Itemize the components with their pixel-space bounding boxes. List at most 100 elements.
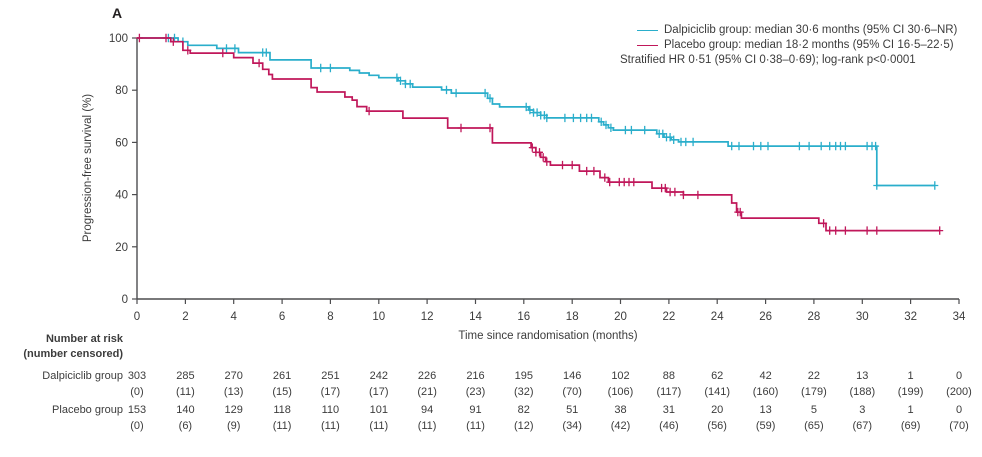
censor-mark xyxy=(219,48,227,58)
risk-cell-censored: (59) xyxy=(755,420,776,432)
risk-cell-censored: (32) xyxy=(514,386,534,398)
legend-item-dalpiciclib: Dalpiciclib group: median 30·6 months (9… xyxy=(637,23,957,38)
x-tick-label: 10 xyxy=(372,311,385,323)
x-tick-label: 28 xyxy=(808,311,821,323)
risk-cell-atrisk: 1 xyxy=(907,370,914,382)
censor-mark xyxy=(135,33,143,43)
risk-cell-censored: (17) xyxy=(320,386,341,398)
risk-cell-atrisk: 3 xyxy=(859,404,866,416)
censor-mark xyxy=(735,141,743,151)
censor-mark xyxy=(231,44,239,53)
risk-cell-censored: (12) xyxy=(514,420,534,432)
censor-mark xyxy=(661,183,669,193)
legend-item-placebo: Placebo group: median 18·2 months (95% C… xyxy=(637,38,957,53)
risk-cell-atrisk: 129 xyxy=(224,404,243,416)
censor-mark xyxy=(590,166,598,176)
censor-mark xyxy=(689,137,697,147)
risk-cell-censored: (106) xyxy=(607,386,634,398)
censor-mark xyxy=(630,177,638,187)
risk-cell-censored: (34) xyxy=(562,420,582,432)
risk-cell-atrisk: 88 xyxy=(662,370,676,382)
censor-mark xyxy=(452,88,460,98)
risk-cell-atrisk: 110 xyxy=(321,404,340,416)
y-tick-label: 80 xyxy=(115,85,128,97)
risk-cell-atrisk: 20 xyxy=(711,404,724,416)
x-tick-label: 18 xyxy=(566,311,579,323)
risk-cell-censored: (13) xyxy=(223,386,244,398)
x-tick-label: 24 xyxy=(711,311,724,323)
risk-cell-atrisk: 5 xyxy=(810,404,817,416)
x-tick-label: 34 xyxy=(953,311,966,323)
censor-mark xyxy=(223,44,230,53)
censor-mark xyxy=(841,226,849,235)
risk-cell-atrisk: 13 xyxy=(856,370,869,382)
legend-swatch-line xyxy=(637,30,658,31)
risk-cell-atrisk: 140 xyxy=(176,404,195,416)
risk-cell-atrisk: 226 xyxy=(417,370,437,382)
risk-cell-atrisk: 216 xyxy=(466,370,485,382)
censor-mark xyxy=(873,226,881,235)
y-tick-label: 40 xyxy=(115,190,128,202)
censor-mark xyxy=(184,46,192,55)
censor-mark xyxy=(317,63,325,73)
risk-cell-atrisk: 13 xyxy=(759,404,772,416)
risk-cell-atrisk: 118 xyxy=(273,404,291,416)
risk-cell-censored: (179) xyxy=(801,386,827,398)
risk-cell-censored: (15) xyxy=(272,386,292,398)
risk-row-label: Dalpiciclib group xyxy=(42,370,123,382)
x-tick-label: 12 xyxy=(421,311,434,323)
censor-mark xyxy=(607,123,615,132)
risk-cell-censored: (11) xyxy=(466,420,485,432)
censor-mark xyxy=(795,141,803,151)
risk-cell-censored: (23) xyxy=(465,386,486,398)
risk-cell-censored: (42) xyxy=(610,420,631,432)
risk-cell-censored: (67) xyxy=(852,420,873,432)
risk-cell-censored: (160) xyxy=(752,386,779,398)
risk-cell-atrisk: 101 xyxy=(369,404,388,416)
censor-mark xyxy=(601,173,609,182)
censor-mark xyxy=(365,106,373,116)
y-tick-label: 0 xyxy=(122,294,128,306)
censor-mark xyxy=(583,166,591,176)
risk-cell-censored: (65) xyxy=(804,420,824,432)
censor-mark xyxy=(526,105,534,115)
risk-row-label: Placebo group xyxy=(52,404,123,416)
censor-mark xyxy=(805,141,813,151)
risk-cell-censored: (0) xyxy=(130,420,144,432)
censor-mark xyxy=(536,148,543,157)
censor-mark xyxy=(750,141,757,151)
legend-item-label: Placebo group: median 18·2 months (95% C… xyxy=(664,39,954,51)
censor-mark xyxy=(873,181,881,190)
censor-mark xyxy=(936,226,944,235)
censor-mark xyxy=(728,141,736,151)
risk-cell-censored: (199) xyxy=(897,386,924,398)
y-tick-label: 20 xyxy=(115,242,128,254)
risk-cell-censored: (70) xyxy=(949,420,969,432)
risk-cell-atrisk: 261 xyxy=(272,370,292,382)
risk-cell-atrisk: 251 xyxy=(321,370,340,382)
censor-mark xyxy=(543,157,551,166)
censor-mark xyxy=(481,88,489,98)
risk-cell-atrisk: 91 xyxy=(469,404,482,416)
x-tick-label: 32 xyxy=(904,311,917,323)
censor-mark xyxy=(262,48,270,57)
risk-cell-atrisk: 303 xyxy=(127,370,147,382)
risk-cell-atrisk: 31 xyxy=(662,404,676,416)
risk-cell-atrisk: 38 xyxy=(614,404,627,416)
censor-mark xyxy=(533,108,541,117)
risk-cell-censored: (46) xyxy=(659,420,679,432)
risk-cell-atrisk: 42 xyxy=(759,370,772,382)
x-tick-label: 22 xyxy=(663,311,676,323)
censor-mark xyxy=(694,190,702,200)
x-tick-label: 30 xyxy=(856,311,869,323)
risk-cell-atrisk: 1 xyxy=(907,404,914,416)
censor-mark xyxy=(171,33,178,43)
censor-mark xyxy=(539,153,547,162)
y-tick-label: 100 xyxy=(109,33,128,45)
risk-cell-censored: (11) xyxy=(369,420,389,432)
censor-mark xyxy=(863,226,871,235)
censor-mark xyxy=(162,33,170,43)
censor-mark xyxy=(559,160,566,170)
